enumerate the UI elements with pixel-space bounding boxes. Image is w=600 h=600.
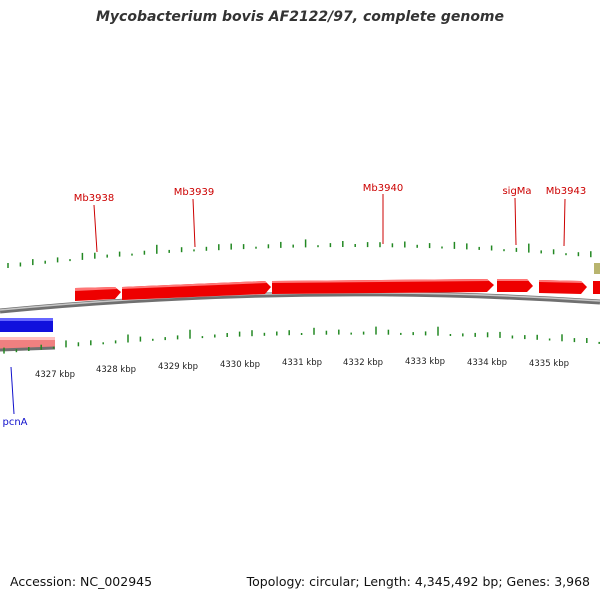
forward-gene-sigMa[interactable] (497, 279, 533, 292)
gene-label-Mb3943[interactable]: Mb3943 (546, 186, 586, 197)
label-line-pcnA (10, 366, 15, 415)
gene-label-Mb3940[interactable]: Mb3940 (363, 183, 403, 194)
gene-label-sigMa[interactable]: sigMa (502, 186, 531, 197)
scale-label-4330: 4330 kbp (220, 360, 260, 370)
reverse-gene-pcnA[interactable] (0, 318, 53, 332)
genome-summary-text: Topology: circular; Length: 4,345,492 bp… (246, 574, 590, 589)
scale-label-4329: 4329 kbp (158, 362, 198, 372)
scale-label-4328: 4328 kbp (96, 365, 136, 375)
gene-label-Mb3939[interactable]: Mb3939 (174, 187, 214, 198)
forward-gene-Mb3940[interactable] (272, 279, 494, 294)
forward-gene-Mb3943[interactable] (539, 280, 587, 294)
olive-feature[interactable] (594, 263, 600, 274)
label-line-Mb3939 (192, 198, 196, 248)
scale-label-4332: 4332 kbp (343, 358, 383, 368)
reverse-rna-feature-highlight (0, 337, 55, 340)
forward-gene-offscreen[interactable] (593, 281, 600, 294)
accession-text: Accession: NC_002945 (10, 574, 153, 589)
label-line-sigMa (514, 197, 517, 246)
label-line-Mb3938 (93, 204, 98, 253)
forward-genes (75, 279, 600, 301)
scale-label-4335: 4335 kbp (529, 359, 569, 369)
label-line-Mb3943 (563, 198, 566, 247)
gene-label-Mb3938[interactable]: Mb3938 (74, 193, 114, 204)
scale-label-4333: 4333 kbp (405, 357, 445, 367)
scale-label-4334: 4334 kbp (467, 358, 507, 368)
reverse-gene-pcnA-highlight (0, 318, 53, 321)
forward-gene-Mb3938[interactable] (75, 287, 121, 301)
gc-content-ticks-lower (3, 326, 600, 354)
map-title: Mycobacterium bovis AF2122/97, complete … (95, 9, 505, 25)
scale-label-4331: 4331 kbp (282, 358, 322, 368)
inner-backbone-stub (0, 346, 56, 352)
gene-label-pcnA[interactable]: pcnA (2, 417, 27, 428)
gc-content-ticks-upper (7, 239, 592, 268)
scale-label-4327: 4327 kbp (35, 370, 75, 380)
genome-backbone (0, 291, 600, 314)
